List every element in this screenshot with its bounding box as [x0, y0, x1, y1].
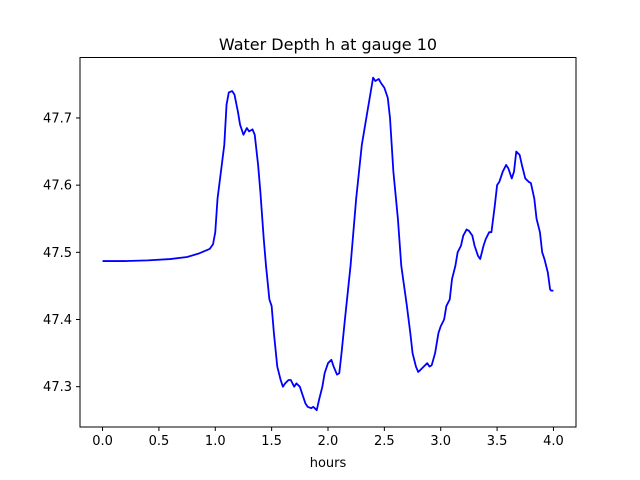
x-tick-label: 1.5: [261, 434, 282, 449]
y-tick-label: 47.5: [43, 246, 72, 261]
y-tick-label: 47.7: [43, 111, 72, 126]
x-tick-label: 2.0: [318, 434, 339, 449]
plot-series: [102, 76, 554, 412]
x-tick-label: 4.0: [543, 434, 564, 449]
plot-frame: [79, 57, 577, 428]
y-axis-ticks: 47.3 47.4 47.5 47.6 47.7: [43, 111, 80, 395]
y-tick-label: 47.4: [43, 313, 72, 328]
chart-title: Water Depth h at gauge 10: [219, 35, 437, 54]
x-tick-label: 0.0: [92, 434, 113, 449]
x-axis-ticks: 0.0 0.5 1.0 1.5 2.0 2.5 3.0 3.5 4.0: [92, 427, 564, 449]
x-tick-label: 0.5: [149, 434, 170, 449]
x-axis-label: hours: [310, 456, 347, 471]
x-tick-label: 3.5: [487, 434, 508, 449]
x-tick-label: 3.0: [430, 434, 451, 449]
y-tick-label: 47.6: [43, 179, 72, 194]
x-tick-label: 1.0: [205, 434, 226, 449]
series-line-1: [102, 76, 554, 412]
x-tick-label: 2.5: [374, 434, 395, 449]
y-tick-label: 47.3: [43, 380, 72, 395]
